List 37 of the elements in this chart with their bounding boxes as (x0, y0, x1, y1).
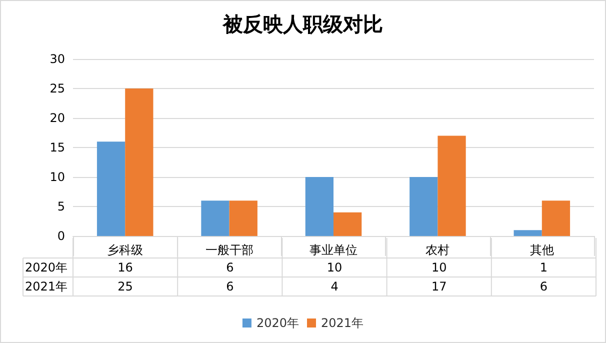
text: 2021年 (25, 280, 68, 294)
data-label: 1 (540, 260, 548, 274)
x-tick-label: 一般干部 (205, 243, 254, 257)
x-tick-label: 其他 (530, 243, 554, 257)
y-tick-label: 15 (50, 140, 65, 154)
data-label: 4 (330, 280, 338, 294)
text: 2020年 (25, 260, 68, 274)
y-tick-label: 10 (50, 170, 65, 184)
data-label: 25 (118, 280, 133, 294)
data-label: 16 (118, 260, 133, 274)
y-tick-label: 0 (57, 229, 65, 243)
bar (514, 230, 542, 236)
x-tick-label: 农村 (426, 243, 450, 257)
x-tick-label: 乡科级 (107, 243, 144, 257)
bar (410, 177, 438, 236)
data-label: 17 (431, 280, 447, 294)
chart-title: 被反映人职级对比 (222, 12, 383, 36)
bar (229, 200, 258, 236)
y-tick-label: 25 (50, 82, 65, 96)
data-label: 6 (226, 280, 234, 294)
data-label: 6 (226, 260, 234, 274)
bar (125, 88, 154, 236)
bar (438, 136, 466, 236)
y-tick-label: 30 (50, 52, 65, 66)
bar (305, 177, 334, 236)
bar (542, 200, 570, 236)
legend-label: 2020年 (256, 316, 300, 330)
y-tick-label: 5 (57, 200, 65, 214)
x-tick-label: 事业单位 (310, 243, 358, 257)
bar (96, 142, 126, 236)
data-label: 10 (431, 260, 447, 274)
y-tick-label: 20 (50, 111, 65, 125)
data-label: 10 (326, 260, 342, 274)
bar (201, 200, 230, 236)
legend-label: 2021年 (321, 316, 364, 330)
bar (334, 212, 362, 236)
data-label: 6 (540, 280, 548, 294)
